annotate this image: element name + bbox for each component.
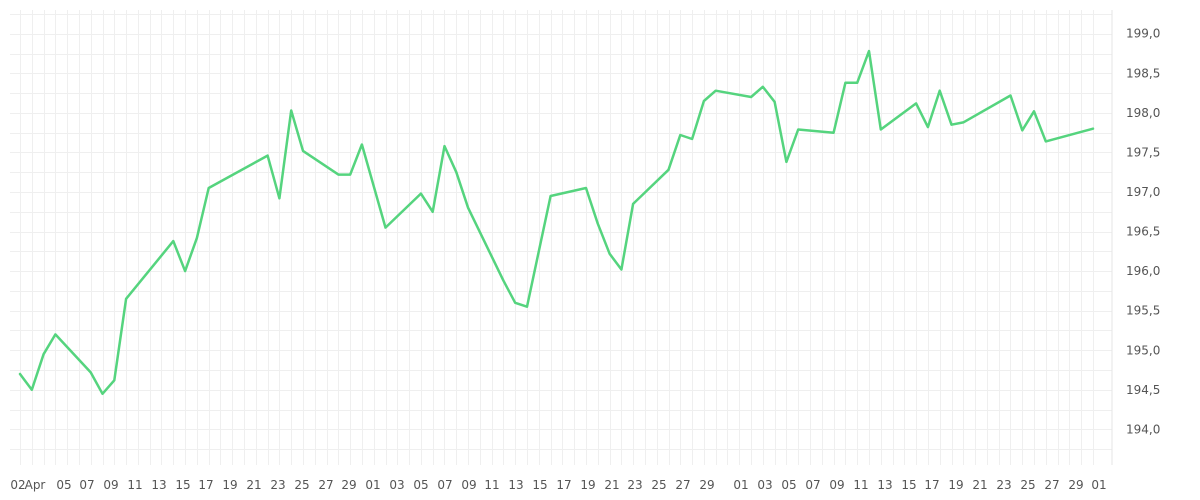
y-tick-label: 197,5 <box>1126 145 1160 159</box>
x-tick-label: 19 <box>222 478 237 492</box>
y-tick-label: 194,0 <box>1126 422 1160 436</box>
x-tick-label: 21 <box>246 478 261 492</box>
x-tick-label: 23 <box>270 478 285 492</box>
x-tick-label: 17 <box>198 478 213 492</box>
x-tick-label: 07 <box>437 478 452 492</box>
x-tick-label: 23 <box>627 478 642 492</box>
x-tick-label: 09 <box>103 478 118 492</box>
y-tick-label: 194,5 <box>1126 383 1160 397</box>
x-tick-label: 01 <box>365 478 380 492</box>
vertical-gridlines <box>20 10 1094 465</box>
y-tick-label: 195,0 <box>1126 343 1160 357</box>
x-tick-label: 11 <box>484 478 499 492</box>
x-tick-label: 25 <box>294 478 309 492</box>
x-tick-label: 11 <box>853 478 868 492</box>
x-tick-label: 05 <box>56 478 71 492</box>
x-tick-label: 25 <box>651 478 666 492</box>
y-tick-label: 199,0 <box>1126 27 1160 41</box>
x-tick-label: 17 <box>556 478 571 492</box>
x-tick-label: 15 <box>901 478 916 492</box>
x-tick-label: 29 <box>1068 478 1083 492</box>
series-line <box>18 49 1095 396</box>
x-tick-label: 05 <box>413 478 428 492</box>
x-tick-label: 09 <box>461 478 476 492</box>
y-tick-label: 196,0 <box>1126 264 1160 278</box>
x-tick-label: 01 <box>733 478 748 492</box>
x-tick-label: 15 <box>532 478 547 492</box>
x-tick-label: 19 <box>948 478 963 492</box>
x-tick-label: 17 <box>924 478 939 492</box>
x-tick-label: 11 <box>127 478 142 492</box>
x-tick-label: 07 <box>79 478 94 492</box>
y-tick-label: 198,5 <box>1126 66 1160 80</box>
x-tick-label: 29 <box>699 478 714 492</box>
y-axis-ticks: 194,0 194,5 195,0 195,5 196,0 196,5 197,0 197,5… <box>1126 27 1160 437</box>
y-tick-label: 195,5 <box>1126 304 1160 318</box>
x-tick-label: 05 <box>781 478 796 492</box>
x-tick-label: Apr <box>25 478 46 492</box>
x-tick-label: 23 <box>996 478 1011 492</box>
x-tick-label: 13 <box>877 478 892 492</box>
y-tick-label: 198,0 <box>1126 106 1160 120</box>
x-tick-label: 03 <box>757 478 772 492</box>
x-tick-label: 29 <box>341 478 356 492</box>
y-tick-label: 196,5 <box>1126 225 1160 239</box>
x-tick-label: 27 <box>318 478 333 492</box>
x-tick-label: 09 <box>829 478 844 492</box>
x-tick-label: 25 <box>1020 478 1035 492</box>
x-tick-label: 15 <box>175 478 190 492</box>
series-group <box>18 49 1095 396</box>
x-tick-label: 27 <box>1044 478 1059 492</box>
x-tick-label: 21 <box>604 478 619 492</box>
x-tick-label: 13 <box>151 478 166 492</box>
x-tick-label: 02 <box>10 478 25 492</box>
y-tick-label: 197,0 <box>1126 185 1160 199</box>
x-tick-label: 21 <box>972 478 987 492</box>
x-tick-label: 27 <box>675 478 690 492</box>
horizontal-gridlines <box>10 14 1112 450</box>
x-tick-label: 19 <box>580 478 595 492</box>
x-tick-label: 03 <box>389 478 404 492</box>
x-tick-label: 13 <box>508 478 523 492</box>
x-tick-label: 07 <box>805 478 820 492</box>
x-tick-label: 01 <box>1091 478 1106 492</box>
